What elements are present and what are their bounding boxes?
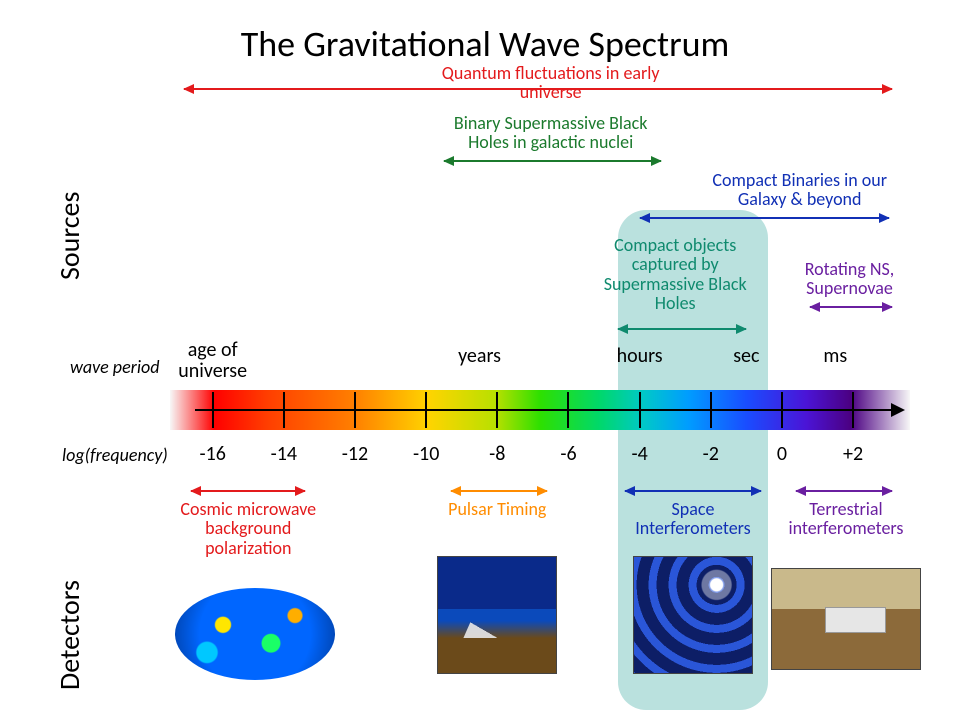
- detector-image-pulsar: [437, 556, 557, 674]
- spectrum-tick: [283, 392, 285, 428]
- period-label: hours: [617, 346, 663, 367]
- spectrum-tick: [212, 392, 214, 428]
- band-ns: [810, 306, 892, 308]
- freq-tick-label: -6: [560, 442, 576, 466]
- spectrum-tick: [496, 392, 498, 428]
- band-label-terr: Terrestrial interferometers: [736, 500, 956, 539]
- band-label-cmb: Cosmic microwave background polarization: [138, 500, 358, 558]
- spectrum-tick: [852, 392, 854, 428]
- spectrum-axis-arrow: [195, 409, 903, 411]
- y-axis-label-sources: Sources: [52, 192, 87, 280]
- freq-tick-label: -2: [703, 442, 719, 466]
- detector-image-terr: [771, 568, 921, 670]
- spectrum-tick: [710, 392, 712, 428]
- band-emri: [618, 328, 746, 330]
- detector-image-space: [633, 556, 753, 674]
- band-label-quantum: Quantum fluctuations in early universe: [441, 64, 661, 103]
- freq-tick-label: -12: [342, 442, 368, 466]
- y-axis-label-detectors: Detectors: [52, 580, 87, 690]
- band-label-smbbh: Binary Supermassive Black Holes in galac…: [441, 114, 661, 153]
- freq-tick-label: -14: [271, 442, 297, 466]
- period-label: age of universe: [178, 340, 247, 382]
- detector-image-cmb: [175, 588, 335, 680]
- freq-tick-label: 0: [777, 442, 787, 466]
- period-label: years: [458, 346, 501, 367]
- chart-title: The Gravitational Wave Spectrum: [0, 22, 970, 66]
- axis-label-frequency: log(frequency): [62, 444, 168, 466]
- freq-tick-label: -8: [489, 442, 505, 466]
- axis-label-period: wave period: [70, 356, 159, 378]
- spectrum-bar: [170, 390, 910, 430]
- spectrum-tick: [567, 392, 569, 428]
- period-label: sec: [733, 346, 759, 367]
- freq-tick-label: +2: [843, 442, 863, 466]
- freq-tick-label: -10: [413, 442, 439, 466]
- band-label-compact: Compact Binaries in our Galaxy & beyond: [690, 171, 910, 210]
- freq-tick-label: -4: [631, 442, 647, 466]
- band-compact: [640, 217, 889, 219]
- band-terr: [796, 490, 892, 492]
- period-label: ms: [823, 346, 847, 367]
- band-label-pulsar: Pulsar Timing: [387, 500, 607, 519]
- diagram-root: The Gravitational Wave Spectrum Sources …: [0, 0, 970, 728]
- band-space: [625, 490, 760, 492]
- spectrum-tick: [639, 392, 641, 428]
- band-smbbh: [444, 160, 661, 162]
- band-cmb: [191, 490, 305, 492]
- spectrum-tick: [425, 392, 427, 428]
- freq-tick-label: -16: [199, 442, 225, 466]
- band-label-ns: Rotating NS, Supernovae: [740, 260, 960, 299]
- band-pulsar: [451, 490, 547, 492]
- spectrum-tick: [354, 392, 356, 428]
- spectrum-tick: [781, 392, 783, 428]
